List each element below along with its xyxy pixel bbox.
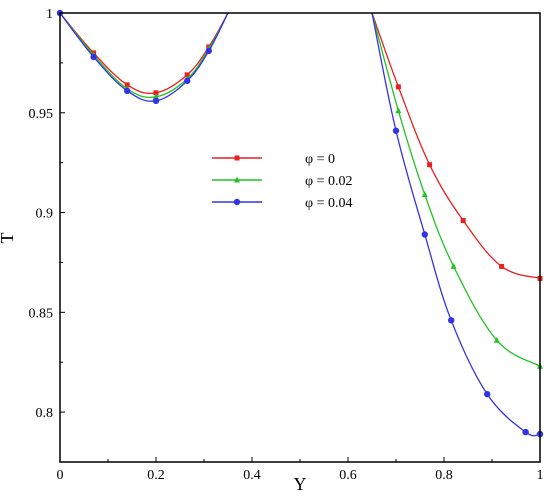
- legend-item: φ = 0: [212, 152, 335, 167]
- y-tick-label: 1: [46, 7, 53, 22]
- series-1: [57, 9, 543, 369]
- data-point: [392, 127, 400, 134]
- y-axis-title: T: [0, 233, 17, 244]
- series-line: [59, 12, 229, 94]
- x-tick-label: 0.8: [435, 468, 453, 483]
- x-tick-label: 0.6: [339, 468, 357, 483]
- series-line: [371, 12, 541, 280]
- plot-frame: [59, 12, 541, 463]
- series-0: [57, 10, 543, 281]
- y-tick-label: 0.85: [29, 306, 54, 321]
- data-point: [522, 428, 529, 436]
- data-point: [205, 47, 212, 55]
- data-point: [395, 107, 402, 114]
- series-line: [371, 12, 541, 437]
- data-point: [427, 162, 433, 168]
- data-point: [184, 72, 190, 78]
- data-point: [184, 77, 191, 85]
- data-point: [460, 218, 466, 224]
- data-point: [450, 262, 457, 269]
- legend-marker: [234, 176, 240, 183]
- data-point: [499, 263, 505, 269]
- legend-label: φ = 0: [305, 152, 335, 167]
- y-tick-label: 0.9: [36, 207, 54, 222]
- legend-marker: [233, 198, 241, 206]
- legend-label: φ = 0.02: [305, 174, 352, 189]
- legend: φ = 0 φ = 0.02 φ = 0.04: [212, 152, 352, 211]
- x-tick-label: 1: [537, 468, 544, 483]
- data-point: [90, 53, 97, 61]
- series-2: [56, 9, 544, 438]
- x-axis-title: Y: [294, 474, 307, 494]
- legend-item: φ = 0.02: [212, 174, 352, 189]
- legend-label: φ = 0.04: [305, 196, 352, 211]
- series-line: [371, 12, 541, 367]
- data-point: [152, 97, 160, 105]
- data-point: [124, 82, 130, 88]
- series-layer: [56, 9, 544, 438]
- legend-marker: [234, 155, 240, 161]
- data-point: [153, 93, 159, 100]
- x-tick-label: 0.2: [147, 468, 165, 483]
- data-point: [395, 84, 401, 90]
- data-point: [124, 87, 131, 95]
- y-tick-label: 0.8: [36, 406, 54, 421]
- y-tick-label: 0.95: [29, 107, 54, 122]
- data-point: [421, 231, 428, 238]
- data-point: [421, 191, 428, 198]
- data-point: [484, 390, 491, 398]
- data-point: [448, 317, 455, 324]
- axis-layer: 0 0.2 0.4 0.6 0.8 1 0.8 0.85 0.9 0.95 1: [29, 7, 544, 483]
- legend-item: φ = 0.04: [212, 196, 352, 211]
- x-tick-label: 0.4: [243, 468, 261, 483]
- x-tick-label: 0: [57, 468, 64, 483]
- data-point: [153, 90, 159, 96]
- data-point: [493, 336, 500, 343]
